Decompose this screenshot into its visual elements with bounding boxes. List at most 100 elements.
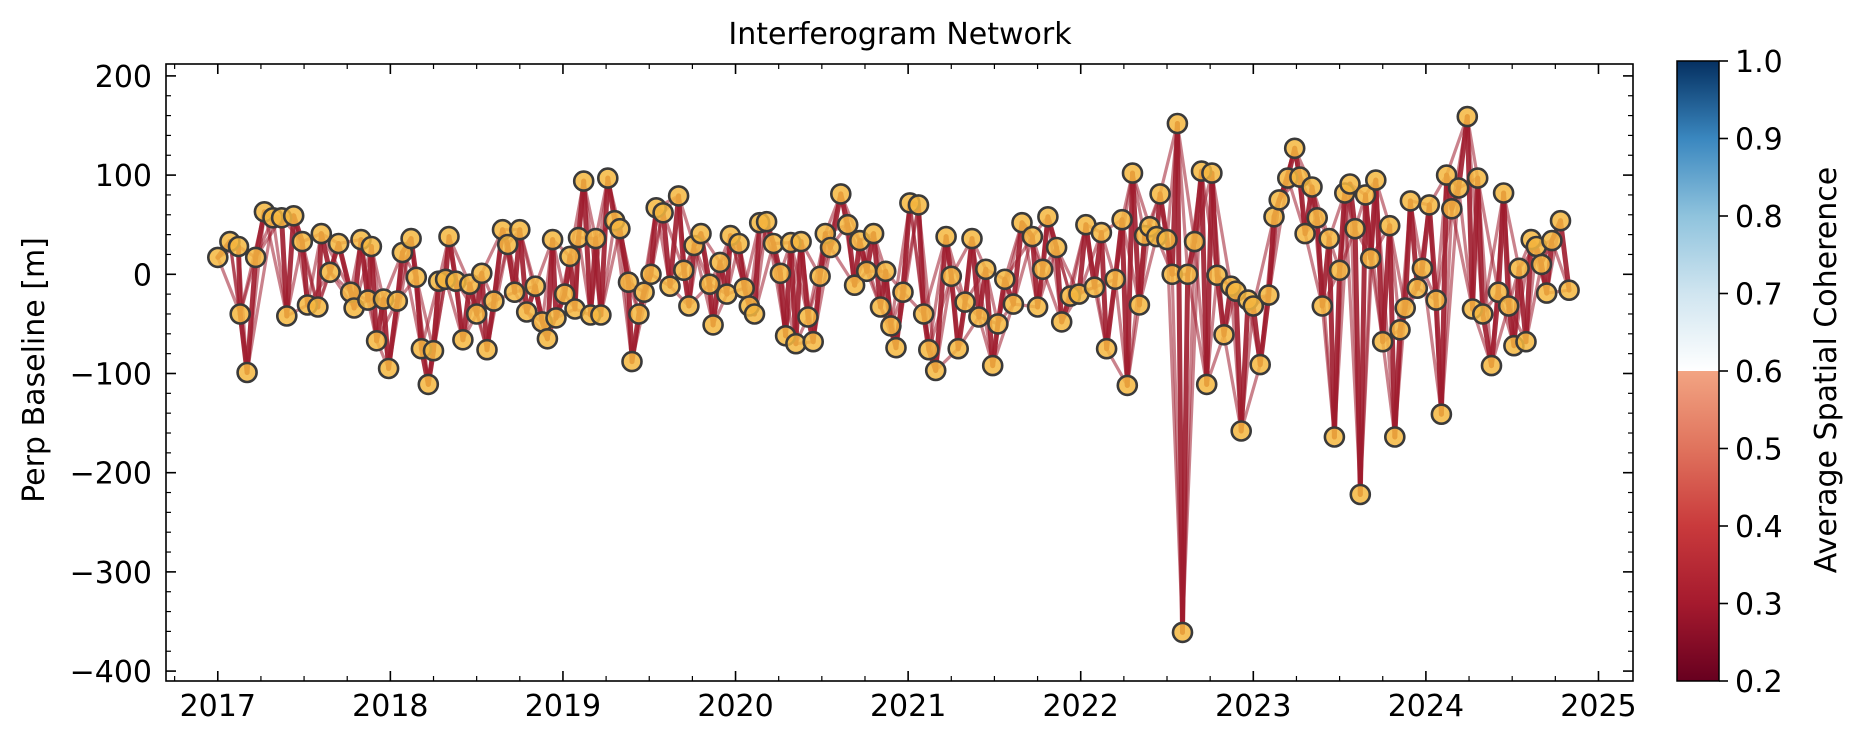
acquisition-point	[1441, 198, 1463, 220]
colorbar-tick-label: 0.2	[1735, 665, 1783, 700]
acquisition-point	[1171, 621, 1194, 644]
acquisition-point	[275, 305, 298, 327]
acquisition-point	[1002, 293, 1025, 315]
y-tick-label: 0	[133, 258, 152, 293]
acquisition-point	[981, 354, 1004, 377]
acquisition-point	[1166, 112, 1189, 135]
acquisition-point	[755, 210, 778, 233]
colorbar-label: Average Spatial Coherence	[1809, 167, 1844, 573]
acquisition-point	[291, 230, 314, 253]
acquisition-point	[1037, 206, 1059, 228]
acquisition-point	[672, 259, 695, 282]
acquisition-point	[1306, 207, 1328, 229]
interferogram-edge	[1210, 171, 1233, 288]
interferogram-edge	[1558, 218, 1572, 293]
acquisition-point	[862, 222, 885, 245]
acquisition-point	[476, 338, 498, 361]
acquisition-point	[327, 232, 350, 255]
acquisition-point	[1558, 279, 1580, 302]
interferogram-edge	[1524, 262, 1544, 344]
colorbar-tick-label: 0.5	[1735, 433, 1783, 468]
acquisition-point	[1083, 276, 1106, 299]
acquisition-point	[1384, 426, 1406, 448]
y-tick-label: −300	[70, 556, 152, 591]
acquisition-point	[797, 306, 819, 328]
acquisition-point	[652, 202, 674, 224]
x-tick-label: 2018	[352, 689, 428, 724]
interferogram-edge	[1239, 363, 1262, 433]
interferogram-edge	[1124, 170, 1135, 388]
acquisition-point	[1480, 354, 1503, 377]
acquisition-point	[400, 227, 422, 250]
acquisition-point	[1242, 295, 1265, 317]
acquisition-point	[892, 281, 914, 304]
acquisition-point	[1045, 236, 1068, 259]
acquisition-point	[1195, 373, 1218, 396]
acquisition-point	[702, 314, 724, 336]
x-tick-label: 2025	[1560, 689, 1636, 724]
interferogram-edge	[1137, 235, 1159, 307]
acquisition-point	[244, 246, 267, 269]
acquisition-point	[1492, 182, 1515, 204]
acquisition-point	[829, 183, 852, 205]
interferogram-edge	[1239, 304, 1255, 433]
y-tick-label: −200	[70, 457, 152, 492]
acquisition-point	[1258, 284, 1280, 306]
acquisition-point	[386, 290, 409, 312]
acquisition-point	[1344, 217, 1366, 240]
interferogram-edge	[948, 273, 961, 352]
acquisition-point	[1095, 337, 1118, 360]
interferogram-edge	[550, 237, 559, 321]
y-tick-label: 200	[95, 60, 152, 95]
interferogram-edge	[1476, 176, 1501, 294]
interferogram-edge	[1476, 176, 1494, 368]
interferogram-edge	[811, 245, 833, 344]
acquisition-point	[1411, 257, 1434, 280]
acquisition-point	[659, 275, 681, 298]
acquisition-point	[524, 275, 547, 298]
acquisition-point	[802, 330, 825, 353]
acquisition-point	[1535, 282, 1558, 304]
acquisition-point	[954, 291, 976, 313]
acquisition-point	[1311, 295, 1334, 317]
acquisition-point	[1349, 483, 1372, 506]
colorbar-gradient	[1676, 60, 1720, 682]
acquisition-point	[572, 170, 595, 192]
acquisition-point	[360, 235, 383, 258]
plot-axes: 2017 2018 2019 2020 2021 2022 2023 2024 2025 200 1…	[70, 60, 1637, 724]
acquisition-point	[633, 281, 655, 304]
colorbar-ticks: 0.2 0.3 0.4 0.5 0.6 0.7 0.8 0.9 1.0	[1719, 45, 1783, 700]
acquisition-point	[545, 307, 567, 329]
interferogram-edge	[245, 216, 275, 375]
acquisition-point	[728, 232, 750, 255]
interferogram-edge	[598, 175, 611, 318]
acquisition-point	[987, 313, 1009, 335]
acquisition-point	[1466, 167, 1489, 189]
acquisition-point	[1090, 221, 1113, 244]
acquisition-point	[1156, 228, 1178, 251]
acquisition-point	[907, 194, 930, 216]
acquisition-point	[319, 261, 341, 284]
acquisition-point	[785, 332, 807, 355]
acquisition-point	[690, 222, 712, 245]
acquisition-point	[617, 271, 640, 294]
acquisition-point	[993, 268, 1016, 291]
acquisition-point	[1472, 303, 1494, 325]
acquisition-point	[1406, 277, 1429, 300]
acquisition-point	[465, 303, 488, 325]
x-tick-label: 2021	[870, 689, 946, 724]
acquisition-point	[1549, 209, 1572, 232]
acquisition-point	[1399, 190, 1422, 212]
acquisition-point	[365, 329, 388, 352]
acquisition-point	[1541, 229, 1563, 252]
interferogram-edge	[517, 227, 530, 315]
acquisition-point	[843, 274, 866, 297]
acquisition-point	[874, 260, 897, 283]
acquisition-point	[678, 295, 700, 317]
acquisition-point	[1425, 289, 1447, 311]
acquisition-point	[503, 281, 526, 304]
acquisition-point	[553, 283, 576, 305]
acquisition-point	[496, 233, 519, 256]
acquisition-point	[229, 303, 251, 325]
acquisition-point	[1328, 259, 1351, 282]
